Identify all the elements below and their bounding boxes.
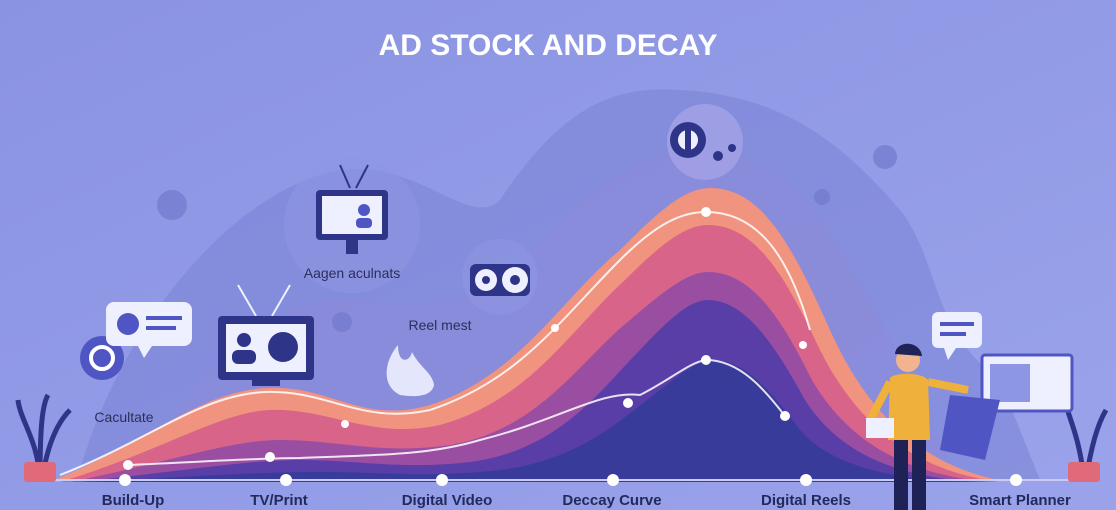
stock-layer (90, 360, 970, 482)
planner-person-part (866, 418, 894, 438)
monitor-icon-part (346, 240, 358, 254)
chat-icon-part (146, 326, 176, 330)
curve-points-part (341, 420, 349, 428)
annotation: Aagen aculnats (304, 265, 401, 281)
curve-points-part (265, 452, 275, 462)
monitor-icon-part (339, 164, 351, 189)
chat-icon-part (89, 345, 115, 371)
timeline-label: Deccay Curve (562, 492, 661, 509)
plant-left (15, 393, 72, 482)
planner-person (866, 312, 1074, 510)
chat-icon (80, 302, 192, 380)
timeline-label: Build-Up (102, 492, 164, 509)
peak-icon-part (728, 144, 736, 152)
tv-icon-part (252, 380, 280, 386)
timeline-dots-part (607, 474, 619, 486)
reel-icon-part (482, 276, 490, 284)
peak-icon-part (713, 151, 723, 161)
planner-person-part (932, 312, 982, 348)
timeline-dots (119, 474, 1022, 486)
tv-icon (218, 284, 314, 386)
curve-points (123, 207, 807, 470)
decor-dot (332, 312, 352, 332)
chat-icon-part (80, 336, 124, 380)
timeline-label: TV/Print (250, 492, 308, 509)
curve-points-part (701, 355, 711, 365)
plant-right-part (1068, 462, 1100, 482)
planner-person-part (866, 380, 894, 422)
planner-person-part (895, 343, 922, 356)
monitor-icon-part (322, 196, 382, 234)
chat-icon-part (146, 316, 182, 320)
timeline-label: Smart Planner (969, 492, 1071, 509)
annotation: Reel mest (408, 317, 471, 333)
chat-icon-part (117, 313, 139, 335)
chat-icon-part (138, 346, 152, 358)
decor-dot (157, 190, 187, 220)
peak-icon-part (685, 130, 691, 150)
planner-person-part (894, 440, 908, 510)
title: AD STOCK AND DECAY (379, 29, 718, 62)
timeline-dots-part (1010, 474, 1022, 486)
monitor-icon-part (358, 204, 370, 216)
curve-points-part (799, 341, 807, 349)
planner-person-part (990, 364, 1030, 402)
flame-icon-part (386, 345, 434, 397)
reel-icon (462, 239, 538, 315)
curve-points-part (123, 460, 133, 470)
curve-points-part (780, 411, 790, 421)
planner-person-part (940, 322, 974, 326)
timeline-dots-part (800, 474, 812, 486)
planner-person-part (927, 378, 969, 394)
planner-person-part (940, 332, 966, 336)
flame-icon (386, 345, 434, 397)
curve-points-part (551, 324, 559, 332)
planner-person-part (944, 348, 956, 360)
tv-icon-part (237, 284, 257, 317)
decor-dot (814, 189, 830, 205)
timeline-dots-part (119, 474, 131, 486)
planner-person-part (888, 373, 930, 440)
decor-dot (873, 145, 897, 169)
tv-icon-part (271, 284, 291, 317)
timeline-dots-part (436, 474, 448, 486)
monitor-icon-part (356, 218, 372, 228)
planner-person-part (940, 395, 1000, 460)
decay-line (59, 210, 811, 476)
chat-icon-part (106, 302, 192, 346)
timeline-label: Digital Reels (761, 492, 851, 509)
timeline-label: Digital Video (402, 492, 493, 509)
tv-icon-part (232, 350, 256, 364)
plant-left-part (24, 462, 56, 482)
curve-points-part (701, 207, 711, 217)
tv-icon-part (268, 332, 298, 362)
planner-person-part (912, 440, 926, 510)
tv-icon-part (237, 333, 251, 347)
curve-points-part (623, 398, 633, 408)
reel-icon-part (510, 275, 520, 285)
timeline-dots-part (280, 474, 292, 486)
monitor-icon (284, 157, 420, 293)
monitor-icon-part (355, 164, 369, 189)
annotation: Cacultate (94, 409, 153, 425)
peak-icon (667, 104, 743, 180)
